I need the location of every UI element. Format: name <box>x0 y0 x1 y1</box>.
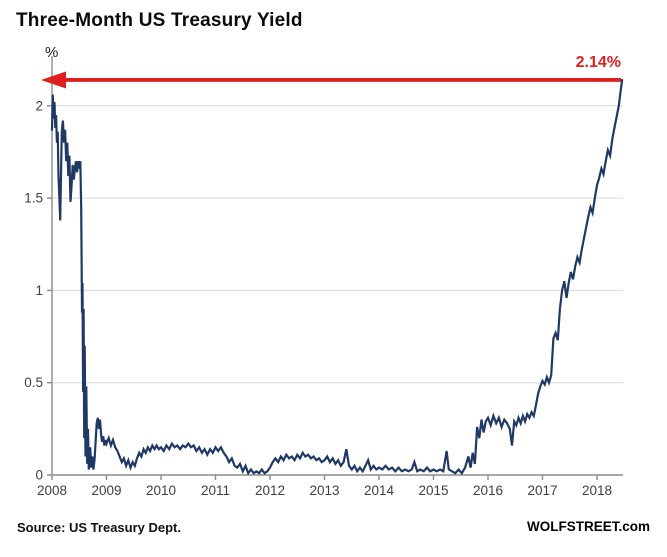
x-tick-label: 2013 <box>309 483 339 498</box>
x-tick-label: 2014 <box>364 483 395 498</box>
x-tick-label: 2011 <box>201 483 230 498</box>
y-tick-label: 0.5 <box>24 375 43 390</box>
brand-label: WOLFSTREET.com <box>526 519 650 534</box>
x-tick-label: 2017 <box>527 483 557 498</box>
y-tick-label: 1.5 <box>24 191 43 206</box>
yield-line <box>50 78 624 476</box>
annotation-arrow-head <box>41 71 66 89</box>
x-tick-label: 2009 <box>91 483 121 498</box>
x-tick-label: 2015 <box>418 483 448 498</box>
x-tick-label: 2018 <box>582 483 612 498</box>
chart-title: Three-Month US Treasury Yield <box>16 10 303 31</box>
annotation-value-label: 2.14% <box>575 54 621 71</box>
x-tick-label: 2008 <box>37 483 67 498</box>
y-tick-label: 0 <box>35 468 43 483</box>
x-tick-label: 2012 <box>255 483 285 498</box>
y-tick-label: 1 <box>35 283 43 298</box>
source-label: Source: US Treasury Dept. <box>17 520 181 535</box>
y-tick-label: 2 <box>35 98 43 113</box>
x-tick-label: 2010 <box>146 483 176 498</box>
y-axis-unit-label: % <box>45 44 59 61</box>
x-tick-label: 2016 <box>473 483 503 498</box>
